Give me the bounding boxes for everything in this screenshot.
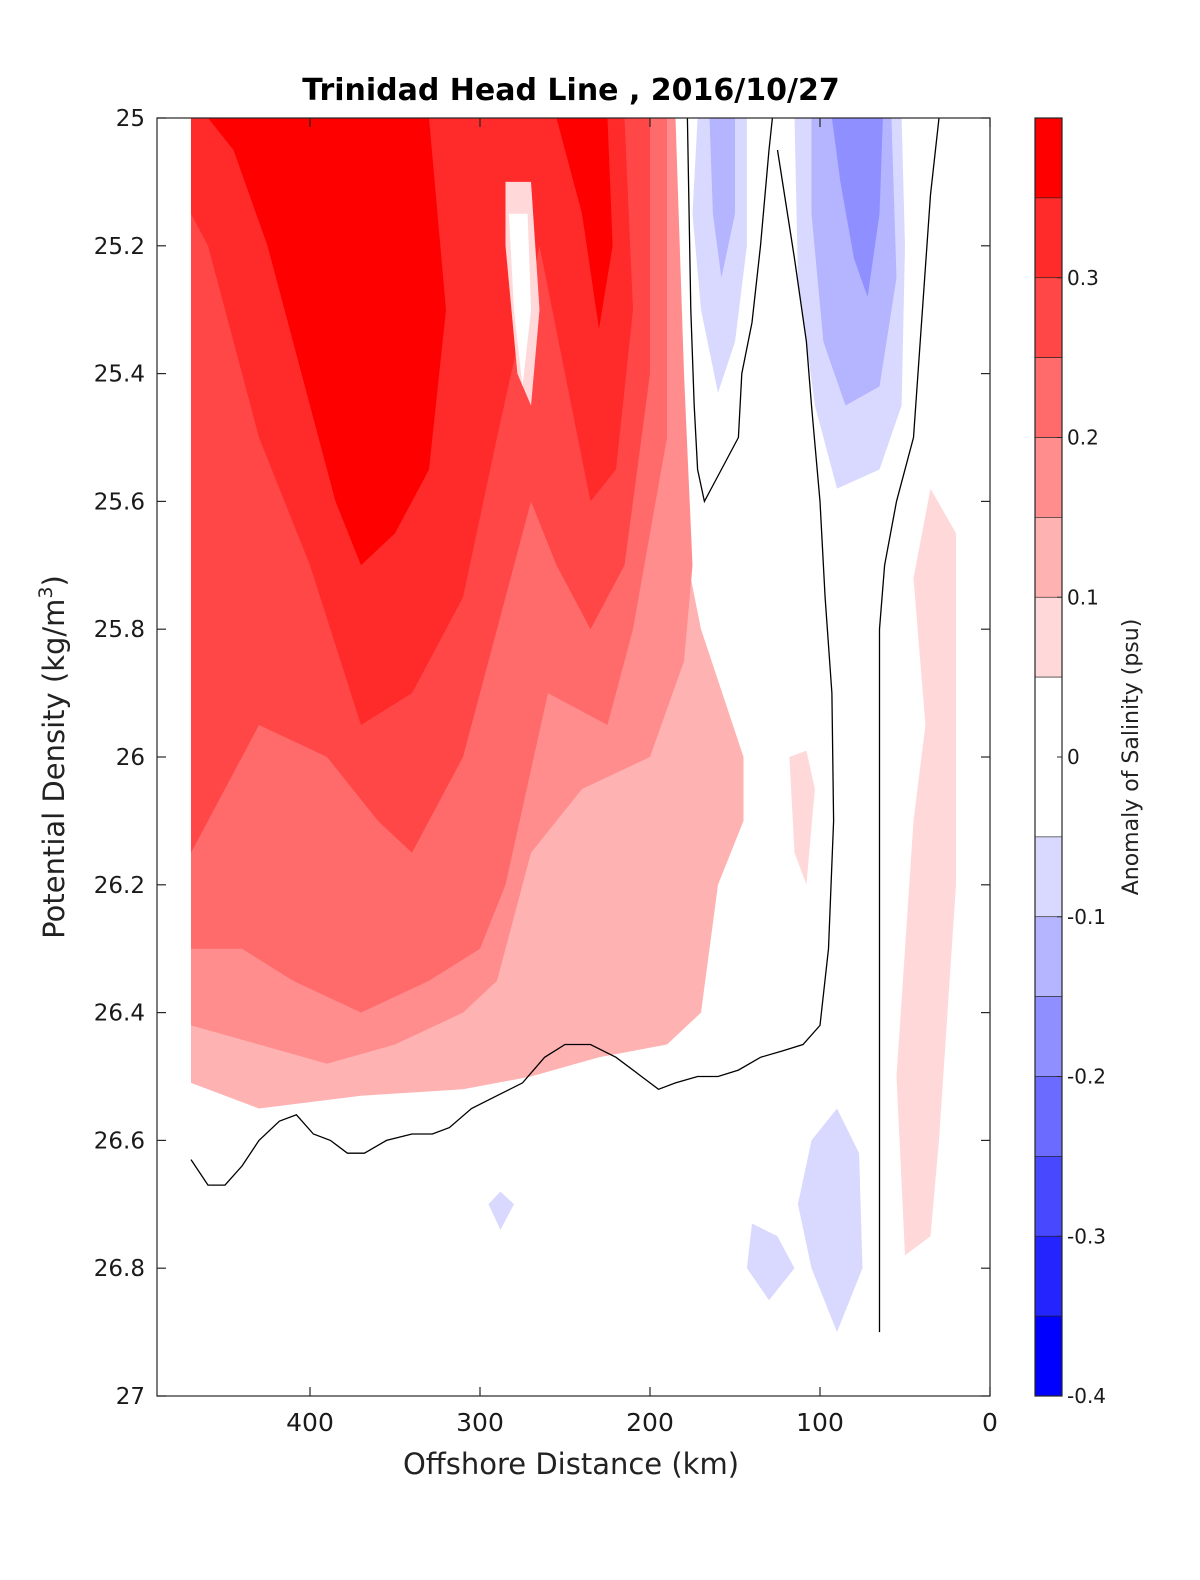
y-axis-label-sup: 3: [35, 586, 57, 598]
x-tick-label: 100: [796, 1408, 844, 1437]
colorbar-swatch: [1034, 1235, 1063, 1317]
colorbar-ticks: 0.3 0.2 0.1 0 -0.1 -0.2 -0.3 -0.4: [1057, 266, 1106, 1408]
x-axis-label: Offshore Distance (km): [403, 1447, 739, 1481]
colorbar-tick-label: -0.2: [1067, 1065, 1106, 1089]
colorbar-swatch: [1034, 1076, 1063, 1157]
anomaly-region-neg-deep-c: [488, 1191, 514, 1230]
colorbar-swatch: [1034, 596, 1063, 678]
zero-contours: [190, 118, 940, 1333]
plot-area: [157, 118, 990, 1396]
anomaly-region-nearshore-0.05: [896, 488, 956, 1256]
colorbar-tick-label: 0.3: [1067, 266, 1099, 290]
anomaly-region-neg-deep-a: [797, 1108, 863, 1333]
colorbar-tick-label: 0.2: [1067, 426, 1099, 450]
colorbar-swatch: [1034, 197, 1063, 279]
colorbar-swatch: [1034, 836, 1063, 918]
colorbar-tick-label: 0: [1067, 745, 1080, 769]
colorbar-swatch: [1034, 996, 1063, 1077]
chart-title: Trinidad Head Line , 2016/10/27: [302, 73, 839, 108]
y-tick-label: 26.6: [94, 1128, 145, 1154]
anomaly-region-neg-deep-b: [746, 1223, 795, 1301]
colorbar-swatch: [1034, 277, 1063, 358]
y-tick-label: 26.2: [94, 873, 145, 899]
y-tick-label: 25.4: [94, 362, 145, 388]
colorbar: [1034, 117, 1063, 1397]
zero-contour-bottom: [190, 149, 835, 1186]
zero-contour-upper: [686, 118, 774, 504]
colorbar-swatch: [1034, 517, 1063, 598]
colorbar-tick-label: -0.1: [1067, 905, 1106, 929]
x-tick-label: 400: [286, 1408, 334, 1437]
colorbar-swatch: [1034, 357, 1063, 438]
colorbar-label: Anomaly of Salinity (psu): [1119, 619, 1144, 896]
x-axis: 400 300 200 100 0: [286, 118, 998, 1437]
x-tick-label: 300: [456, 1408, 504, 1437]
y-tick-label: 26.8: [94, 1256, 145, 1282]
colorbar-tick-label: 0.1: [1067, 585, 1099, 609]
colorbar-swatch: [1034, 916, 1063, 997]
y-axis: 25 25.2 25.4 25.6 25.8 26 26.2 26.4 26.6 26.8 27: [94, 106, 990, 1410]
y-tick-label: 26.4: [94, 1001, 145, 1027]
colorbar-tick-label: -0.3: [1067, 1224, 1106, 1248]
anomaly-regions: [191, 118, 956, 1333]
y-tick-label: 25.2: [94, 234, 145, 260]
y-tick-label: 25: [116, 106, 145, 132]
colorbar-swatch: [1034, 1315, 1063, 1397]
y-axis-label-main: Potential Density (kg/m: [37, 599, 71, 939]
anomaly-region-small-0.05: [789, 750, 815, 885]
y-tick-label: 25.8: [94, 617, 145, 643]
anomaly-region-neg-top-b-core: [831, 118, 883, 297]
anomaly-region-neg-top-a-core: [709, 118, 735, 278]
x-tick-label: 0: [982, 1408, 998, 1437]
y-tick-label: 27: [116, 1384, 145, 1410]
colorbar-swatch: [1034, 437, 1063, 518]
y-tick-label: 25.6: [94, 489, 145, 515]
anomaly-region-second-max-0.35: [556, 118, 613, 329]
colorbar-tick-label: -0.4: [1067, 1384, 1106, 1408]
anomaly-region-inner-max-0.35: [259, 118, 412, 470]
colorbar-swatch: [1034, 117, 1063, 199]
colorbar-swatch: [1034, 1156, 1063, 1237]
anomaly-region-gap-white: [508, 213, 531, 387]
y-axis-label: Potential Density (kg/m3): [35, 575, 71, 939]
zero-contour-right: [878, 118, 940, 1333]
y-tick-label: 26: [116, 745, 145, 771]
x-tick-label: 200: [626, 1408, 674, 1437]
y-axis-label-close: ): [37, 575, 71, 586]
